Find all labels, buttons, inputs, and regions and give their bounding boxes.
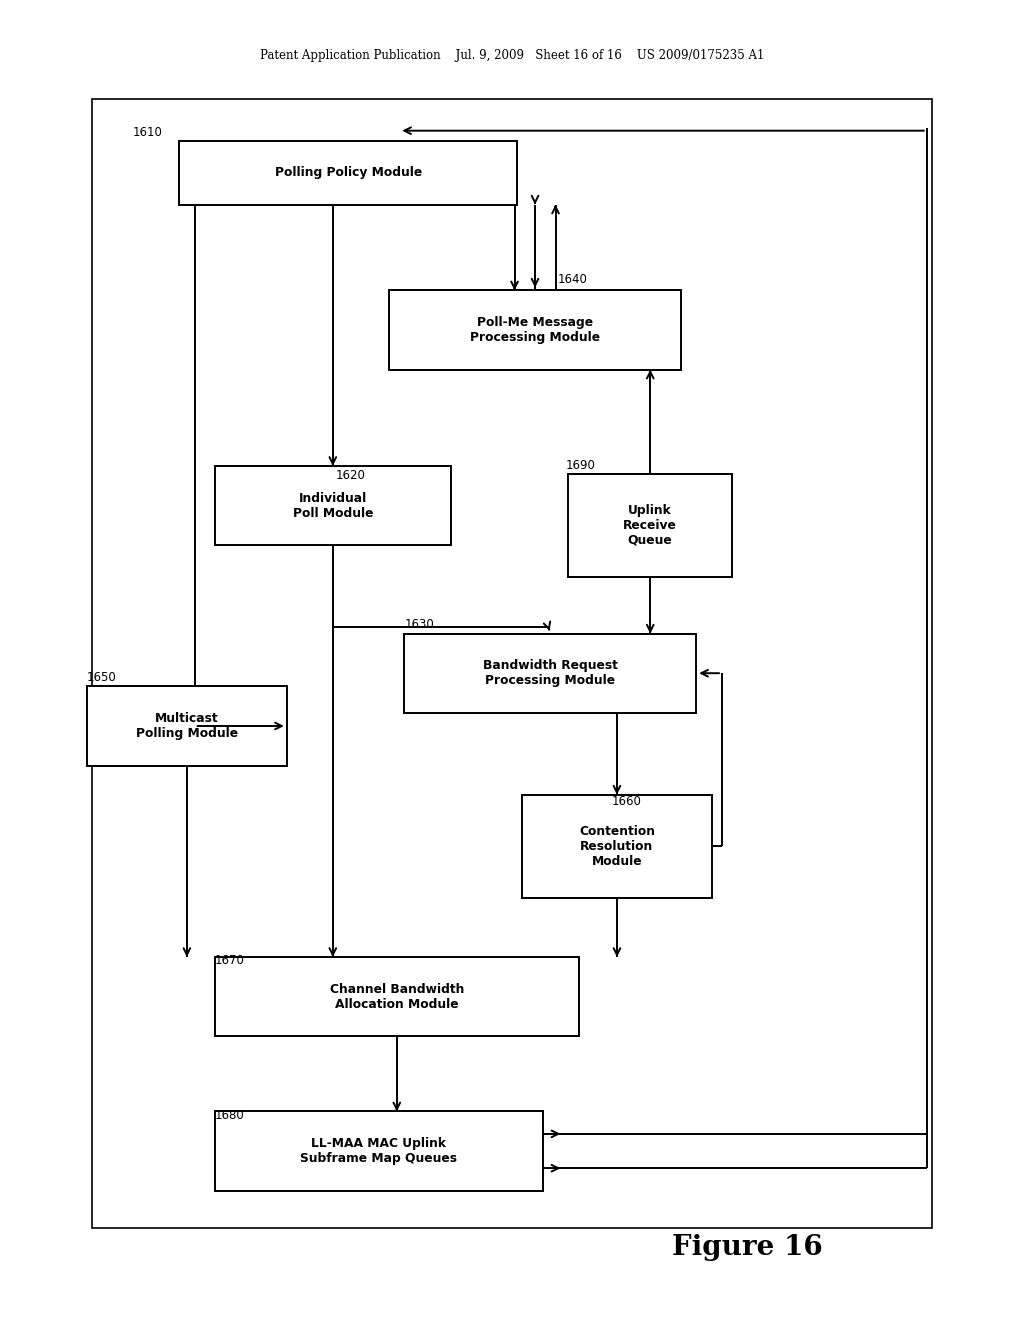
Text: 1640: 1640 [558,273,588,286]
Text: Bandwidth Request
Processing Module: Bandwidth Request Processing Module [483,659,617,688]
Bar [389,290,681,370]
Text: 1650: 1650 [87,671,117,684]
Text: 1680: 1680 [215,1109,245,1122]
Text: Figure 16: Figure 16 [672,1234,823,1261]
Text: 1630: 1630 [404,618,434,631]
Bar [215,466,451,545]
Text: Uplink
Receive
Queue: Uplink Receive Queue [624,504,677,546]
Bar [404,634,696,713]
Bar [87,686,287,766]
Text: LL-MAA MAC Uplink
Subframe Map Queues: LL-MAA MAC Uplink Subframe Map Queues [300,1137,458,1166]
Text: Contention
Resolution
Module: Contention Resolution Module [579,825,655,867]
Text: Patent Application Publication    Jul. 9, 2009   Sheet 16 of 16    US 2009/01752: Patent Application Publication Jul. 9, 2… [260,49,764,62]
Text: 1610: 1610 [133,125,163,139]
Text: Polling Policy Module: Polling Policy Module [274,166,422,180]
Text: Multicast
Polling Module: Multicast Polling Module [136,711,238,741]
Bar [179,141,517,205]
Bar [215,1111,543,1191]
Bar [215,957,579,1036]
Bar [522,795,712,898]
Text: 1670: 1670 [215,954,245,968]
Text: 1660: 1660 [611,795,641,808]
Bar [568,474,732,577]
Text: Poll-Me Message
Processing Module: Poll-Me Message Processing Module [470,315,600,345]
Text: 1620: 1620 [336,469,366,482]
Text: 1690: 1690 [565,459,595,473]
Text: Individual
Poll Module: Individual Poll Module [293,491,373,520]
Bar [92,99,932,1228]
Text: Channel Bandwidth
Allocation Module: Channel Bandwidth Allocation Module [330,982,464,1011]
